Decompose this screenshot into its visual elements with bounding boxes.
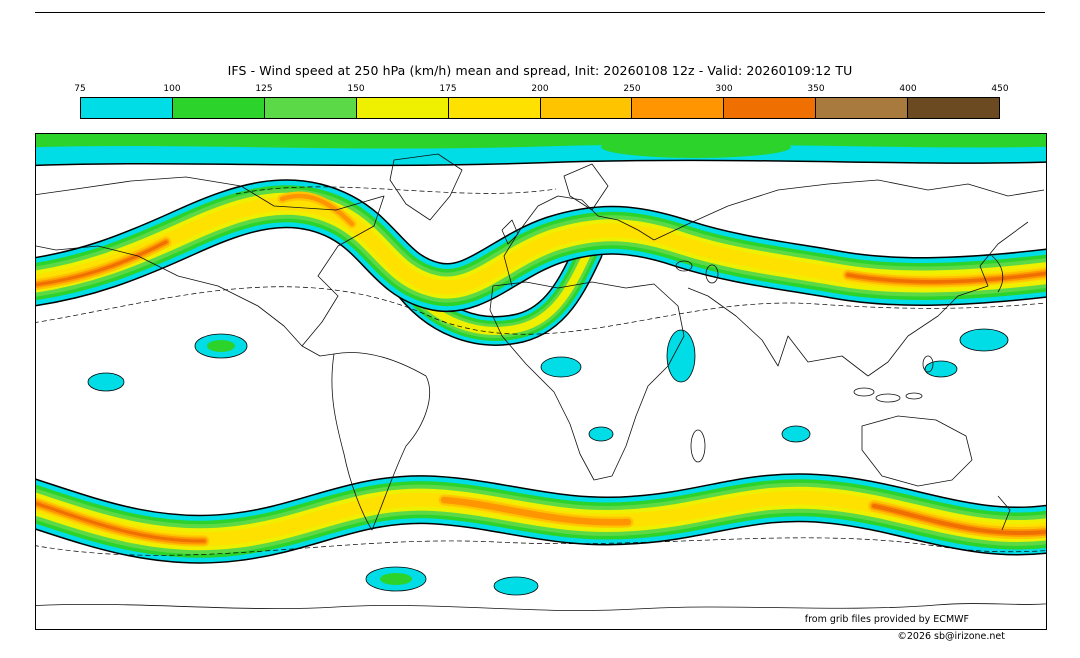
map-frame: from grib files provided by ECMWF bbox=[35, 133, 1047, 630]
colorbar-segment bbox=[264, 98, 357, 118]
top-border-line bbox=[35, 12, 1045, 13]
jet-stream-north bbox=[36, 179, 1046, 313]
colorbar-tick: 75 bbox=[74, 84, 86, 94]
coast-australia bbox=[861, 415, 973, 487]
colorbar-tick: 350 bbox=[807, 84, 825, 94]
jet-cores-north bbox=[36, 191, 1046, 291]
coast-indonesia-1 bbox=[853, 387, 875, 397]
colorbar-tick: 200 bbox=[531, 84, 549, 94]
coastlines bbox=[36, 153, 1046, 611]
coast-africa bbox=[489, 281, 685, 481]
coast-british-isles bbox=[501, 219, 519, 245]
polar-band bbox=[36, 134, 1046, 167]
colorbar-tick: 450 bbox=[991, 84, 1009, 94]
colorbar-segment bbox=[356, 98, 449, 118]
colorbar-tick: 175 bbox=[439, 84, 457, 94]
colorbar-tick-labels: 75 100 125 150 175 200 250 300 350 400 450 bbox=[74, 84, 1008, 97]
coast-caspian-sea bbox=[705, 264, 719, 284]
world-wind-map bbox=[36, 134, 1046, 611]
colorbar-segment bbox=[81, 98, 173, 118]
coast-asia-south bbox=[687, 287, 869, 377]
copyright-text: ©2026 sb@irizone.net bbox=[897, 631, 1005, 642]
coast-madagascar bbox=[690, 429, 706, 463]
credit-text: from grib files provided by ECMWF bbox=[802, 614, 971, 625]
colorbar-segment bbox=[172, 98, 265, 118]
coast-philippines bbox=[922, 355, 934, 373]
coast-japan bbox=[991, 255, 1004, 293]
colorbar-tick: 250 bbox=[623, 84, 641, 94]
colorbar-tick: 125 bbox=[255, 84, 273, 94]
coast-north-america bbox=[36, 176, 385, 347]
coast-indonesia-3 bbox=[905, 392, 923, 400]
coast-greenland bbox=[389, 153, 463, 221]
coast-asia-north bbox=[653, 179, 1045, 241]
coast-black-sea bbox=[675, 260, 693, 272]
wind-patches bbox=[87, 328, 1009, 596]
colorbar: 75 100 125 150 175 200 250 300 350 400 450 bbox=[74, 84, 1009, 119]
coast-indonesia-2 bbox=[875, 393, 901, 403]
colorbar-tick: 100 bbox=[163, 84, 181, 94]
colorbar-segment bbox=[448, 98, 541, 118]
colorbar-gradient bbox=[80, 97, 1000, 119]
colorbar-segment bbox=[540, 98, 633, 118]
coast-central-america bbox=[301, 345, 335, 357]
coast-south-america bbox=[331, 352, 430, 531]
coast-asia-east bbox=[867, 221, 1029, 377]
coast-new-zealand bbox=[997, 495, 1011, 531]
colorbar-segment bbox=[816, 98, 909, 118]
coast-antarctica bbox=[36, 603, 1046, 611]
colorbar-segment bbox=[724, 98, 817, 118]
colorbar-tick: 400 bbox=[899, 84, 917, 94]
colorbar-segment bbox=[908, 98, 1000, 118]
colorbar-tick: 150 bbox=[347, 84, 365, 94]
colorbar-segment bbox=[632, 98, 725, 118]
coast-europe bbox=[503, 195, 655, 287]
colorbar-tick: 300 bbox=[715, 84, 733, 94]
jet-cores-south bbox=[36, 494, 1046, 547]
chart-title: IFS - Wind speed at 250 hPa (km/h) mean … bbox=[227, 63, 853, 78]
coast-scandinavia bbox=[563, 163, 609, 211]
